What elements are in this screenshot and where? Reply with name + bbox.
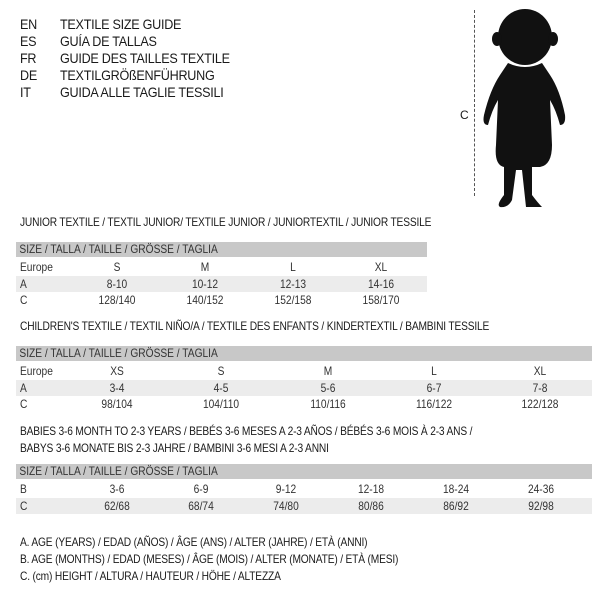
table-cell: 86/92 (443, 498, 469, 513)
table-row: Europe XS S M L XL (16, 363, 592, 379)
table-cell: 140/152 (186, 293, 224, 307)
language-code: FR (20, 50, 37, 66)
language-code: ES (20, 33, 37, 49)
table-row: C 98/104 104/110 110/116 116/122 122/128 (16, 396, 592, 412)
language-title: GUÍA DE TALLAS (60, 33, 157, 49)
size-header: SIZE / TALLA / TAILLE / GRÖSSE / TAGLIA (16, 464, 592, 479)
table-row: C 128/140 140/152 152/158 158/170 (16, 292, 427, 308)
babies-title-line1: BABIES 3-6 MONTH TO 2-3 YEARS / BEBÉS 3-… (20, 424, 473, 438)
size-header-label: SIZE / TALLA / TAILLE / GRÖSSE / TAGLIA (19, 464, 218, 478)
table-cell: 5-6 (320, 380, 336, 395)
table-cell: S (217, 364, 225, 378)
table-cell: 8-10 (106, 276, 128, 291)
table-cell: L (431, 364, 437, 378)
table-cell: 152/158 (274, 293, 312, 307)
table-cell: XS (110, 364, 124, 378)
table-cell: 98/104 (101, 397, 133, 411)
language-title: GUIDE DES TAILLES TEXTILE (60, 50, 230, 66)
legend-a: A. AGE (YEARS) / EDAD (AÑOS) / ÂGE (ANS)… (20, 535, 368, 549)
size-header: SIZE / TALLA / TAILLE / GRÖSSE / TAGLIA (16, 346, 592, 361)
language-code: DE (20, 67, 37, 83)
table-cell: XL (374, 260, 388, 274)
row-label: Europe (20, 364, 53, 378)
language-title: TEXTILE SIZE GUIDE (60, 16, 182, 32)
size-header-label: SIZE / TALLA / TAILLE / GRÖSSE / TAGLIA (19, 242, 218, 256)
junior-title: JUNIOR TEXTILE / TEXTIL JUNIOR/ TEXTILE … (20, 215, 432, 229)
row-label: A (20, 380, 27, 395)
table-row: A 3-4 4-5 5-6 6-7 7-8 (16, 379, 592, 396)
table-cell: L (290, 260, 296, 274)
table-row: A 8-10 10-12 12-13 14-16 (16, 275, 427, 292)
table-cell: 6-9 (193, 482, 209, 496)
table-cell: 18-24 (442, 482, 470, 496)
legend-c: C. (cm) HEIGHT / ALTURA / HAUTEUR / HÖHE… (20, 569, 281, 583)
table-cell: 3-4 (109, 380, 125, 395)
table-cell: 3-6 (109, 482, 125, 496)
table-cell: 68/74 (188, 498, 214, 513)
table-cell: 122/128 (521, 397, 559, 411)
size-header-label: SIZE / TALLA / TAILLE / GRÖSSE / TAGLIA (19, 346, 218, 360)
table-cell: 116/122 (415, 397, 453, 411)
table-cell: 128/140 (98, 293, 136, 307)
language-title: TEXTILGRÖßENFÜHRUNG (60, 67, 215, 83)
children-title: CHILDREN'S TEXTILE / TEXTIL NIÑO/A / TEX… (20, 319, 490, 333)
table-cell: S (113, 260, 121, 274)
table-row: B 3-6 6-9 9-12 12-18 18-24 24-36 (16, 481, 592, 497)
language-code: EN (20, 16, 37, 32)
table-cell: 9-12 (275, 482, 297, 496)
table-cell: XL (533, 364, 547, 378)
child-silhouette-icon (483, 9, 566, 208)
table-cell: 12-18 (357, 482, 385, 496)
row-label: C (20, 397, 28, 411)
table-cell: 4-5 (213, 380, 229, 395)
table-cell: M (323, 364, 333, 378)
size-header: SIZE / TALLA / TAILLE / GRÖSSE / TAGLIA (16, 242, 427, 257)
table-cell: 10-12 (191, 276, 219, 291)
table-cell: 7-8 (532, 380, 548, 395)
table-row: C 62/68 68/74 74/80 80/86 86/92 92/98 (16, 497, 592, 514)
language-title: GUIDA ALLE TAGLIE TESSILI (60, 84, 224, 100)
table-cell: 104/110 (202, 397, 240, 411)
height-measure-line (474, 10, 475, 196)
table-cell: 92/98 (528, 498, 554, 513)
row-label: Europe (20, 260, 53, 274)
table-cell: 12-13 (279, 276, 307, 291)
table-cell: 110/116 (310, 397, 346, 411)
table-cell: 80/86 (358, 498, 384, 513)
table-cell: 6-7 (426, 380, 442, 395)
table-cell: M (200, 260, 210, 274)
row-label: A (20, 276, 27, 291)
legend-b: B. AGE (MONTHS) / EDAD (MESES) / ÂGE (MO… (20, 552, 399, 566)
language-code: IT (20, 84, 31, 100)
row-label: C (20, 498, 28, 513)
table-row: Europe S M L XL (16, 259, 427, 275)
row-label: C (20, 293, 28, 307)
table-cell: 24-36 (527, 482, 555, 496)
table-cell: 74/80 (273, 498, 299, 513)
table-cell: 62/68 (104, 498, 130, 513)
row-label: B (20, 482, 27, 496)
table-cell: 158/170 (362, 293, 400, 307)
babies-title-line2: BABYS 3-6 MONATE BIS 2-3 JAHRE / BAMBINI… (20, 441, 329, 455)
height-label: C (460, 108, 469, 122)
table-cell: 14-16 (367, 276, 395, 291)
